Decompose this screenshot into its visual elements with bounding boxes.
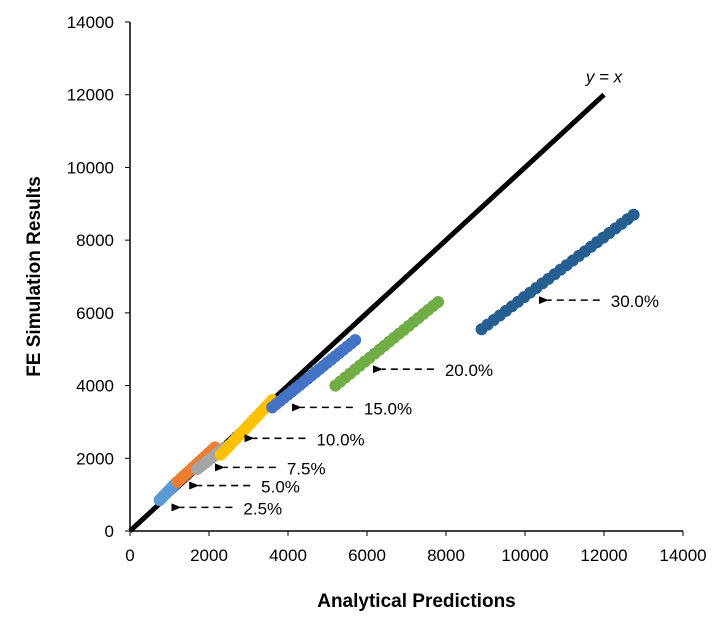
axes xyxy=(129,22,683,532)
annotation-1: 2.5% xyxy=(171,499,282,518)
annotation-6: 20.0% xyxy=(372,361,493,380)
reference-line-label: y = x xyxy=(585,68,623,87)
y-tick-label: 8000 xyxy=(76,231,114,250)
y-tick-label: 12000 xyxy=(67,86,114,105)
y-tick-label: 0 xyxy=(105,522,114,541)
y-tick-label: 2000 xyxy=(76,449,114,468)
x-tick-labels: 0 2000 4000 6000 8000 10000 12000 14000 xyxy=(125,531,707,565)
x-tick-label: 10000 xyxy=(501,546,548,565)
annotation-4: 10.0% xyxy=(244,430,365,449)
series-1 xyxy=(153,477,182,507)
series-5 xyxy=(266,334,362,414)
series-6 xyxy=(329,295,445,392)
annotation-label: 20.0% xyxy=(445,361,493,380)
series-7 xyxy=(475,208,640,336)
annotation-label: 10.0% xyxy=(316,430,364,449)
annotation-label: 7.5% xyxy=(287,459,326,478)
x-tick-label: 8000 xyxy=(427,546,465,565)
annotation-3: 7.5% xyxy=(214,459,326,478)
annotation-label: 2.5% xyxy=(243,499,282,518)
annotation-label: 30.0% xyxy=(611,292,659,311)
data-point xyxy=(432,295,445,308)
data-point xyxy=(627,208,640,221)
annotations: 2.5% 5.0%7.5% 10.0%15.0% 20.0% 30.0% xyxy=(171,292,659,518)
data-point xyxy=(349,334,362,347)
annotation-7: 30.0% xyxy=(538,292,659,311)
annotation-label: 5.0% xyxy=(261,478,300,497)
y-tick-label: 6000 xyxy=(76,304,114,323)
y-tick-labels: 0 2000 4000 6000 8000 10000 12000 14000 xyxy=(67,13,130,541)
x-tick-label: 14000 xyxy=(659,546,706,565)
x-tick-label: 6000 xyxy=(348,546,386,565)
x-tick-label: 2000 xyxy=(190,546,228,565)
x-tick-label: 4000 xyxy=(269,546,307,565)
x-axis-title: Analytical Predictions xyxy=(317,591,516,612)
y-tick-label: 4000 xyxy=(76,377,114,396)
annotation-5: 15.0% xyxy=(291,399,412,418)
data-points xyxy=(153,208,640,507)
y-tick-label: 14000 xyxy=(67,13,114,32)
annotation-2: 5.0% xyxy=(189,478,300,497)
y-tick-label: 10000 xyxy=(67,158,114,177)
annotation-label: 15.0% xyxy=(364,399,412,418)
x-tick-label: 12000 xyxy=(580,546,627,565)
y-axis-title: FE Simulation Results xyxy=(24,176,45,377)
x-tick-label: 0 xyxy=(125,546,134,565)
